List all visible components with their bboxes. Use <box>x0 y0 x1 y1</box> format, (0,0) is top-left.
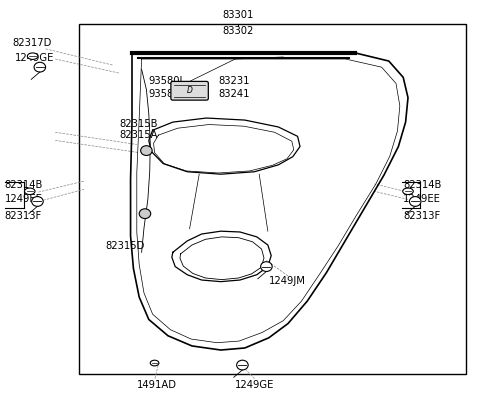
Text: 83301: 83301 <box>222 10 253 20</box>
Text: 82314B: 82314B <box>5 180 43 190</box>
Circle shape <box>139 209 151 219</box>
FancyBboxPatch shape <box>171 81 208 100</box>
Circle shape <box>237 360 248 370</box>
Ellipse shape <box>24 188 35 195</box>
Text: 83241: 83241 <box>218 89 250 98</box>
Bar <box>79 24 466 374</box>
Text: 82315B: 82315B <box>119 119 157 129</box>
Circle shape <box>261 262 272 271</box>
Circle shape <box>32 197 43 206</box>
Ellipse shape <box>403 188 413 195</box>
Circle shape <box>34 62 46 72</box>
Text: D: D <box>187 86 192 95</box>
Text: 82315D: 82315D <box>106 241 145 251</box>
Circle shape <box>141 146 152 155</box>
Circle shape <box>409 197 421 206</box>
Text: 82314B: 82314B <box>403 180 442 190</box>
Text: 1249GE: 1249GE <box>14 53 54 63</box>
Text: 93580R: 93580R <box>149 89 187 98</box>
Text: 82317D: 82317D <box>12 38 51 48</box>
Text: 82313F: 82313F <box>5 211 42 221</box>
Ellipse shape <box>27 53 38 59</box>
Text: 1491AD: 1491AD <box>137 380 177 389</box>
Text: 82315A: 82315A <box>119 130 157 140</box>
Text: 1249GE: 1249GE <box>235 380 275 389</box>
Text: 82313F: 82313F <box>403 211 441 221</box>
Text: 1249EE: 1249EE <box>5 195 43 204</box>
Text: 83302: 83302 <box>222 26 253 37</box>
Text: 1249EE: 1249EE <box>403 195 441 204</box>
Text: 83231: 83231 <box>218 77 250 86</box>
Text: 1249JM: 1249JM <box>269 276 306 286</box>
Text: 93580L: 93580L <box>149 77 186 86</box>
Ellipse shape <box>150 360 159 366</box>
